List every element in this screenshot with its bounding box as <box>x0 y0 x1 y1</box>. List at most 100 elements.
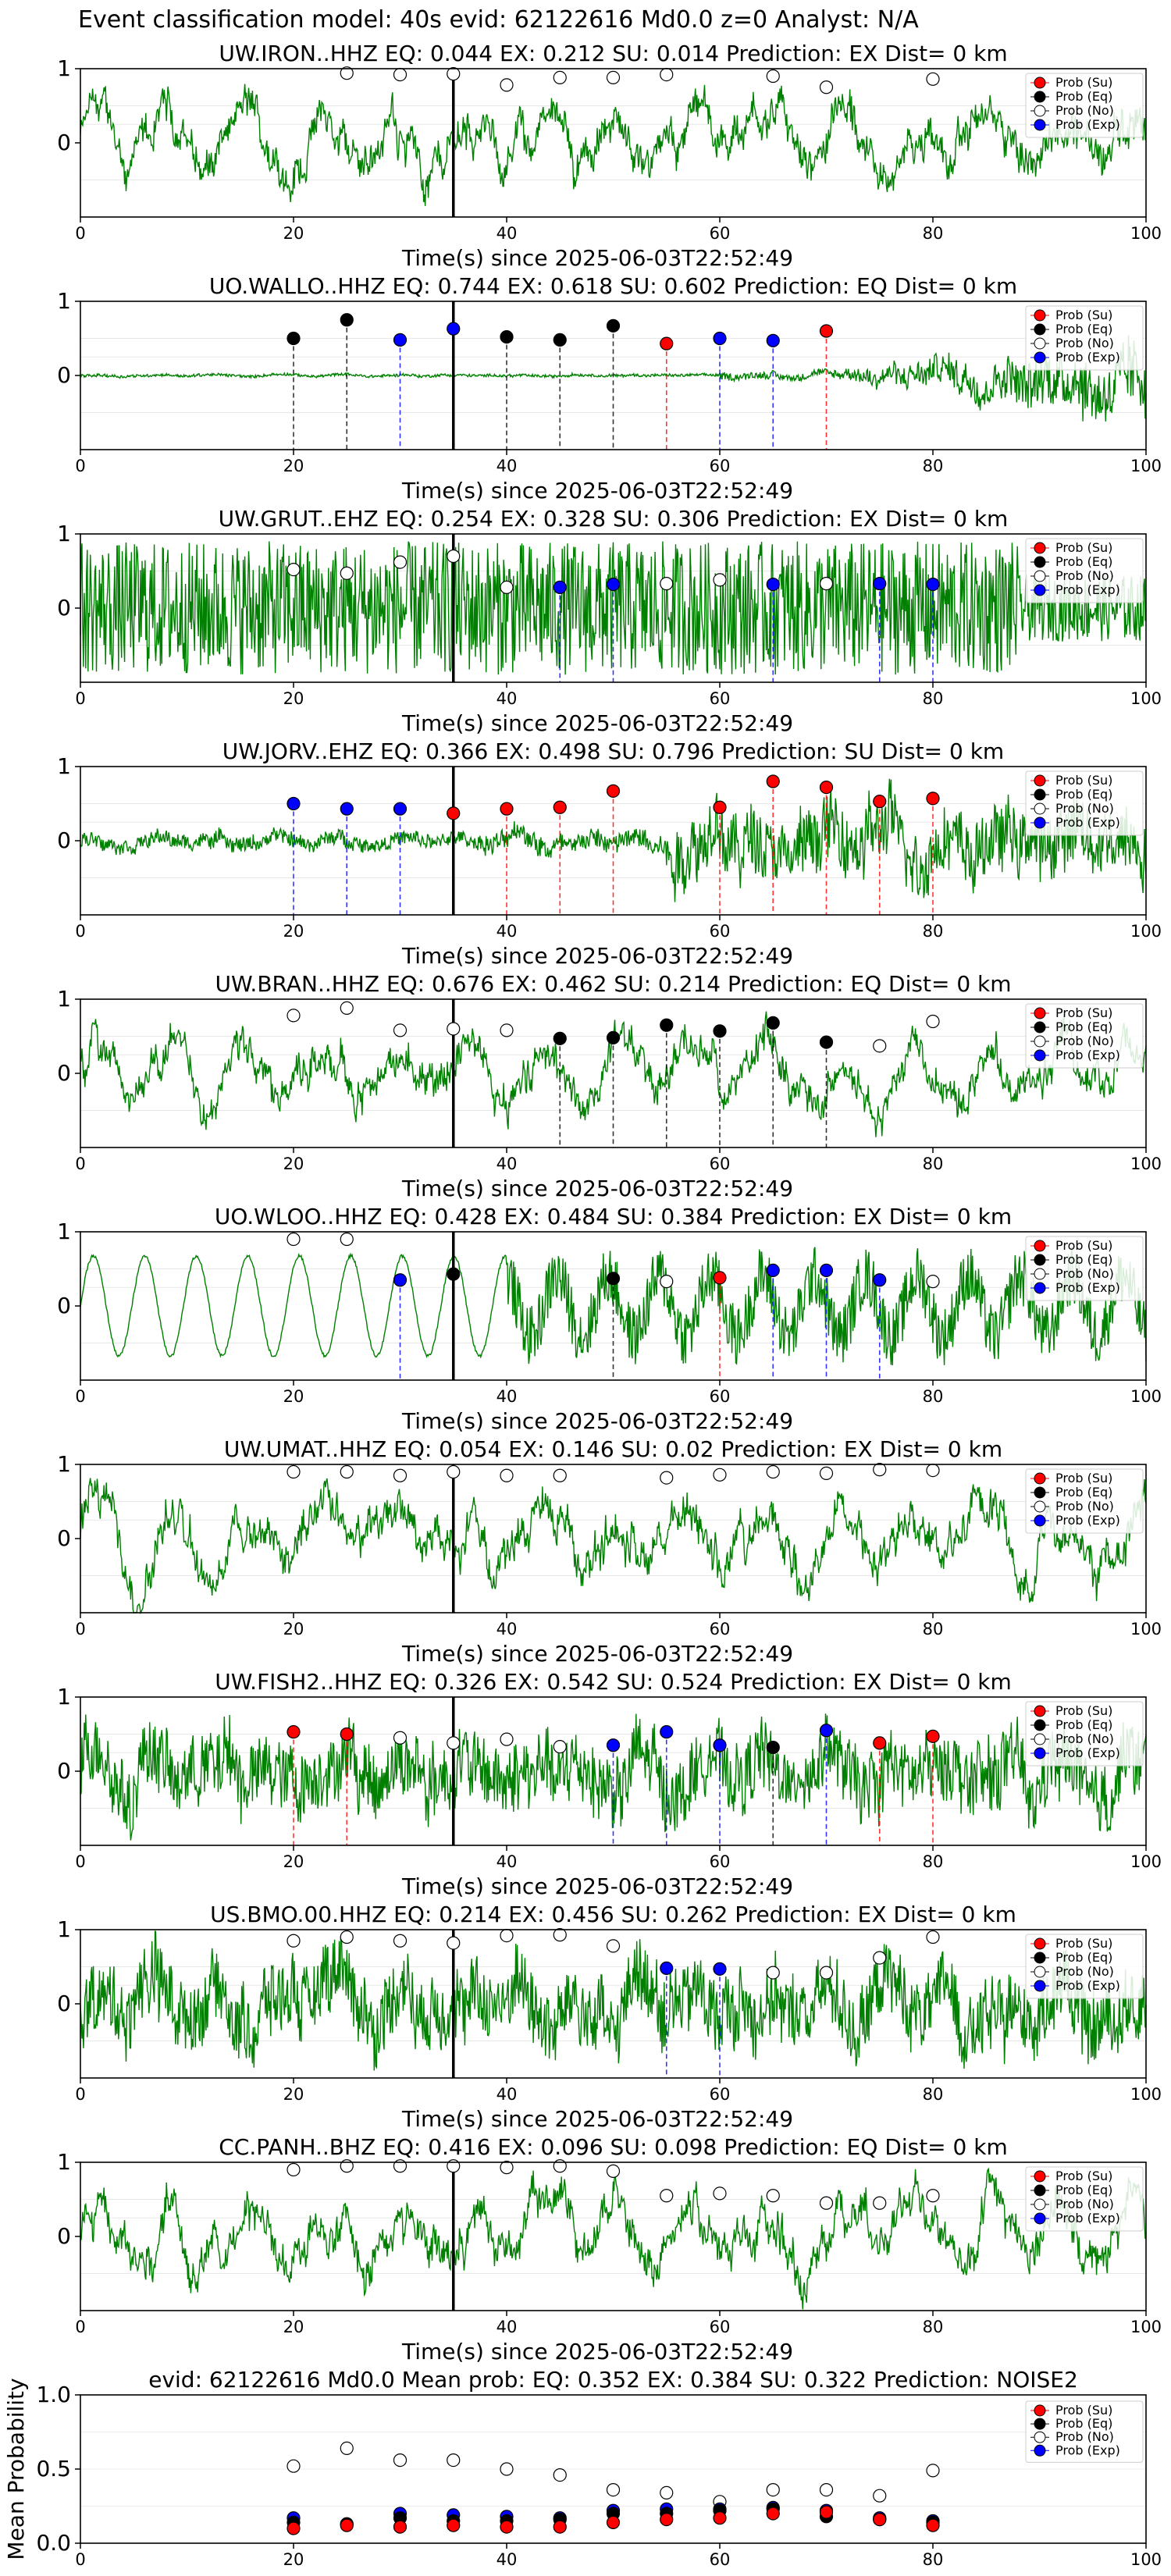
x-tick-label: 100 <box>1130 1155 1162 1173</box>
legend-marker-no <box>1034 2431 1046 2443</box>
x-tick-label: 60 <box>710 457 731 475</box>
legend-marker-no <box>1034 570 1046 582</box>
y-tick-label: 1 <box>57 1916 71 1942</box>
prob-point-no <box>766 1464 780 1479</box>
prob-point-eq <box>766 1016 780 1030</box>
prob-point-exp <box>340 802 354 816</box>
legend-marker-eq <box>1034 2418 1046 2430</box>
prob-point-no <box>393 2159 408 2173</box>
prob-point-no <box>447 1022 461 1036</box>
plot-frame <box>80 68 1147 218</box>
waveform-line <box>80 84 1147 206</box>
prob-point-no <box>447 2159 461 2173</box>
x-tick-label: 80 <box>923 2550 944 2569</box>
legend-label-su: Prob (Su) <box>1055 2169 1112 2183</box>
panel-8: UW.FISH2..HHZ EQ: 0.326 EX: 0.542 SU: 0.… <box>57 1669 1162 1899</box>
prob-point-eq <box>606 1272 621 1286</box>
legend-label-exp: Prob (Exp) <box>1055 582 1120 597</box>
legend-label-eq: Prob (Eq) <box>1055 1950 1112 1965</box>
legend-marker-eq <box>1034 1021 1046 1034</box>
prob-point-su <box>819 324 834 338</box>
prob-point-exp <box>393 1273 408 1287</box>
legend-marker-no <box>1034 105 1046 117</box>
x-tick-label: 0 <box>75 2550 85 2569</box>
x-tick-label: 60 <box>710 2550 731 2569</box>
legend-marker-su <box>1034 1007 1046 1019</box>
legend-label-su: Prob (Su) <box>1055 1005 1112 1020</box>
legend-label-exp: Prob (Exp) <box>1055 815 1120 830</box>
prob-point-exp <box>766 1263 780 1278</box>
x-tick-label: 20 <box>283 2085 304 2104</box>
prob-point-su <box>713 1271 727 1285</box>
prob-point-no <box>500 580 514 595</box>
legend-label-eq: Prob (Eq) <box>1055 1717 1112 1732</box>
y-tick-label: 0 <box>57 595 71 621</box>
prob-point-no <box>766 1966 780 1980</box>
legend-box <box>1025 1934 1144 1999</box>
prob-point-exp <box>606 1738 621 1752</box>
x-tick-label: 40 <box>497 1620 518 1638</box>
legend-box <box>1025 1468 1144 1534</box>
x-tick-label: 80 <box>923 922 944 941</box>
prob-point-exp <box>606 577 621 592</box>
waveform-line <box>80 541 1147 675</box>
prob-point-su <box>606 784 621 798</box>
legend-marker-su <box>1034 1240 1046 1252</box>
legend-box <box>1025 1701 1144 1767</box>
prob-point-no <box>713 2186 727 2201</box>
y-tick-label: 1 <box>57 986 71 1012</box>
legend-label-su: Prob (Su) <box>1055 1238 1112 1253</box>
prob-point-eq <box>553 1031 567 1045</box>
mean-prob-point-no <box>500 2462 514 2476</box>
prob-point-su <box>926 1729 940 1743</box>
legend-marker-exp <box>1034 584 1046 596</box>
prob-point-no <box>340 566 354 580</box>
legend-marker-exp <box>1034 1980 1046 1992</box>
x-tick-label: 100 <box>1130 224 1162 243</box>
legend-label-su: Prob (Su) <box>1055 2403 1112 2418</box>
prob-point-no <box>393 67 408 82</box>
legend-label-eq: Prob (Eq) <box>1055 1019 1112 1034</box>
legend-marker-su <box>1034 1705 1046 1717</box>
legend-marker-su <box>1034 774 1046 787</box>
prob-point-eq <box>606 318 621 333</box>
legend-marker-exp <box>1034 1282 1046 1294</box>
x-tick-label: 0 <box>75 1620 85 1638</box>
y-tick-label: 1 <box>57 521 71 546</box>
legend-label-no: Prob (No) <box>1055 1034 1114 1048</box>
legend-marker-su <box>1034 2404 1046 2417</box>
prob-point-eq <box>713 1024 727 1038</box>
legend-marker-no <box>1034 1268 1046 1280</box>
mean-prob-point-su <box>447 2518 461 2532</box>
x-tick-label: 0 <box>75 2085 85 2104</box>
x-tick-label: 40 <box>497 457 518 475</box>
x-tick-label: 0 <box>75 922 85 941</box>
y-tick-label: 0 <box>57 2223 71 2249</box>
y-tick-label: 1.0 <box>36 2382 71 2407</box>
prob-point-no <box>447 67 461 81</box>
legend-label-su: Prob (Su) <box>1055 1703 1112 1718</box>
legend-marker-exp <box>1034 2212 1046 2225</box>
x-tick-label: 20 <box>283 2318 304 2336</box>
prob-point-su <box>873 1736 887 1750</box>
x-tick-label: 80 <box>923 457 944 475</box>
prob-point-no <box>553 1740 567 1754</box>
legend-label-no: Prob (No) <box>1055 2197 1114 2211</box>
prob-point-su <box>766 774 780 788</box>
mean-prob-point-su <box>660 2513 674 2527</box>
legend-label-su: Prob (Su) <box>1055 75 1112 90</box>
prob-point-no <box>500 78 514 92</box>
legend-label-eq: Prob (Eq) <box>1055 322 1112 336</box>
y-tick-label: 0.5 <box>36 2456 71 2482</box>
waveform-line <box>80 1930 1147 2071</box>
prob-point-exp <box>393 333 408 347</box>
legend-marker-eq <box>1034 1719 1046 1731</box>
y-tick-label: 0 <box>57 130 71 155</box>
x-tick-label: 40 <box>497 689 518 708</box>
legend-label-eq: Prob (Eq) <box>1055 2416 1112 2431</box>
legend-box <box>1025 538 1144 603</box>
prob-point-no <box>819 577 834 591</box>
x-axis-label: Time(s) since 2025-06-03T22:52:49 <box>401 245 793 271</box>
prob-point-no <box>926 1463 940 1478</box>
